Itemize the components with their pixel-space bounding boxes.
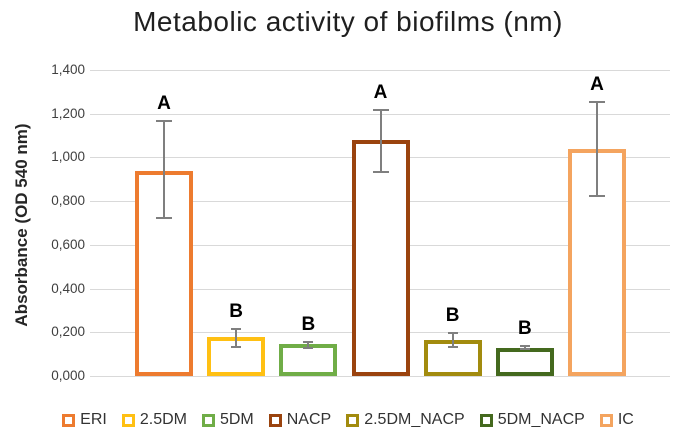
- significance-letter-ERI: A: [157, 93, 171, 115]
- error-line: [379, 109, 382, 173]
- legend-item-5DM: 5DM: [201, 411, 254, 429]
- legend-swatch-icon: [599, 413, 613, 427]
- error-cap-top: [231, 327, 242, 330]
- legend-label: 2.5DM_NACP: [364, 411, 465, 428]
- y-tick-label: 1,000: [51, 149, 85, 165]
- legend-label: 5DM_NACP: [497, 411, 585, 428]
- y-tick-label: 0,800: [51, 193, 85, 209]
- error-line: [523, 345, 526, 350]
- legend-swatch-icon: [201, 413, 215, 427]
- plot-area: A B B A B B A: [90, 70, 670, 377]
- error-cap-bottom: [447, 345, 458, 348]
- error-cap-top: [589, 100, 606, 103]
- error-bar-2.5DM: [231, 327, 242, 348]
- legend-label: 5DM: [219, 411, 254, 428]
- legend-item-NACP: NACP: [268, 411, 332, 429]
- error-bar-5DM_NACP: [519, 345, 530, 350]
- error-bar-ERI: [156, 120, 172, 219]
- significance-letter-IC: A: [590, 73, 604, 95]
- legend-item-IC: IC: [599, 411, 634, 429]
- significance-letter-2.5DM_NACP: B: [445, 305, 460, 327]
- bar-5DM_NACP: [495, 347, 554, 376]
- error-cap-top: [156, 120, 172, 123]
- legend-swatch-icon: [346, 413, 360, 427]
- error-cap-top: [519, 345, 530, 348]
- legend-item-ERI: ERI: [62, 411, 107, 429]
- chart-title: Metabolic activity of biofilms (nm): [133, 6, 563, 37]
- legend-label: ERI: [80, 411, 107, 428]
- legend-label: IC: [617, 411, 634, 428]
- error-bar-2.5DM_NACP: [447, 332, 458, 348]
- significance-letter-5DM_NACP: B: [517, 318, 532, 340]
- error-cap-bottom: [156, 216, 172, 219]
- y-tick-label: 0,000: [51, 368, 85, 383]
- error-cap-top: [372, 109, 389, 112]
- legend-label: 2.5DM: [139, 411, 187, 428]
- y-tick-label: 1,400: [51, 62, 85, 77]
- bar-ERI: [135, 170, 193, 376]
- error-bar-5DM: [303, 341, 314, 349]
- error-line: [596, 100, 599, 197]
- legend: ERI 2.5DM 5DM NACP 2.5DM_NACP 5DM_NACP IC: [0, 411, 696, 429]
- error-cap-bottom: [303, 346, 314, 349]
- error-cap-bottom: [372, 170, 389, 173]
- legend-swatch-icon: [268, 413, 282, 427]
- legend-swatch-icon: [121, 413, 135, 427]
- error-cap-bottom: [519, 347, 530, 350]
- significance-letter-NACP: A: [373, 82, 388, 104]
- y-tick-label: 0,400: [51, 280, 85, 296]
- y-tick-label: 0,600: [51, 236, 85, 252]
- y-tick-label: 1,200: [51, 105, 85, 121]
- error-cap-top: [303, 341, 314, 344]
- legend-swatch-icon: [479, 413, 493, 427]
- error-line: [307, 341, 310, 349]
- gridline: [90, 376, 670, 377]
- legend-item-5DM_NACP: 5DM_NACP: [479, 411, 585, 429]
- legend-swatch-icon: [62, 413, 76, 427]
- y-tick-label: 0,200: [51, 324, 85, 340]
- bar-NACP: [351, 139, 410, 376]
- legend-item-2.5DM: 2.5DM: [121, 411, 187, 429]
- error-cap-bottom: [589, 194, 606, 197]
- error-line: [451, 332, 454, 348]
- bar-5DM: [279, 344, 338, 376]
- error-cap-top: [447, 332, 458, 335]
- legend-label: NACP: [286, 411, 332, 428]
- error-bar-IC: [589, 100, 606, 197]
- error-line: [163, 120, 165, 219]
- y-axis-title: Absorbance (OD 540 nm): [12, 123, 31, 327]
- significance-letter-2.5DM: B: [229, 300, 244, 322]
- gridline: [90, 70, 670, 71]
- error-bar-NACP: [372, 109, 389, 173]
- legend-item-2.5DM_NACP: 2.5DM_NACP: [346, 411, 465, 429]
- significance-letter-5DM: B: [301, 314, 316, 336]
- error-line: [235, 327, 238, 348]
- error-cap-bottom: [231, 345, 242, 348]
